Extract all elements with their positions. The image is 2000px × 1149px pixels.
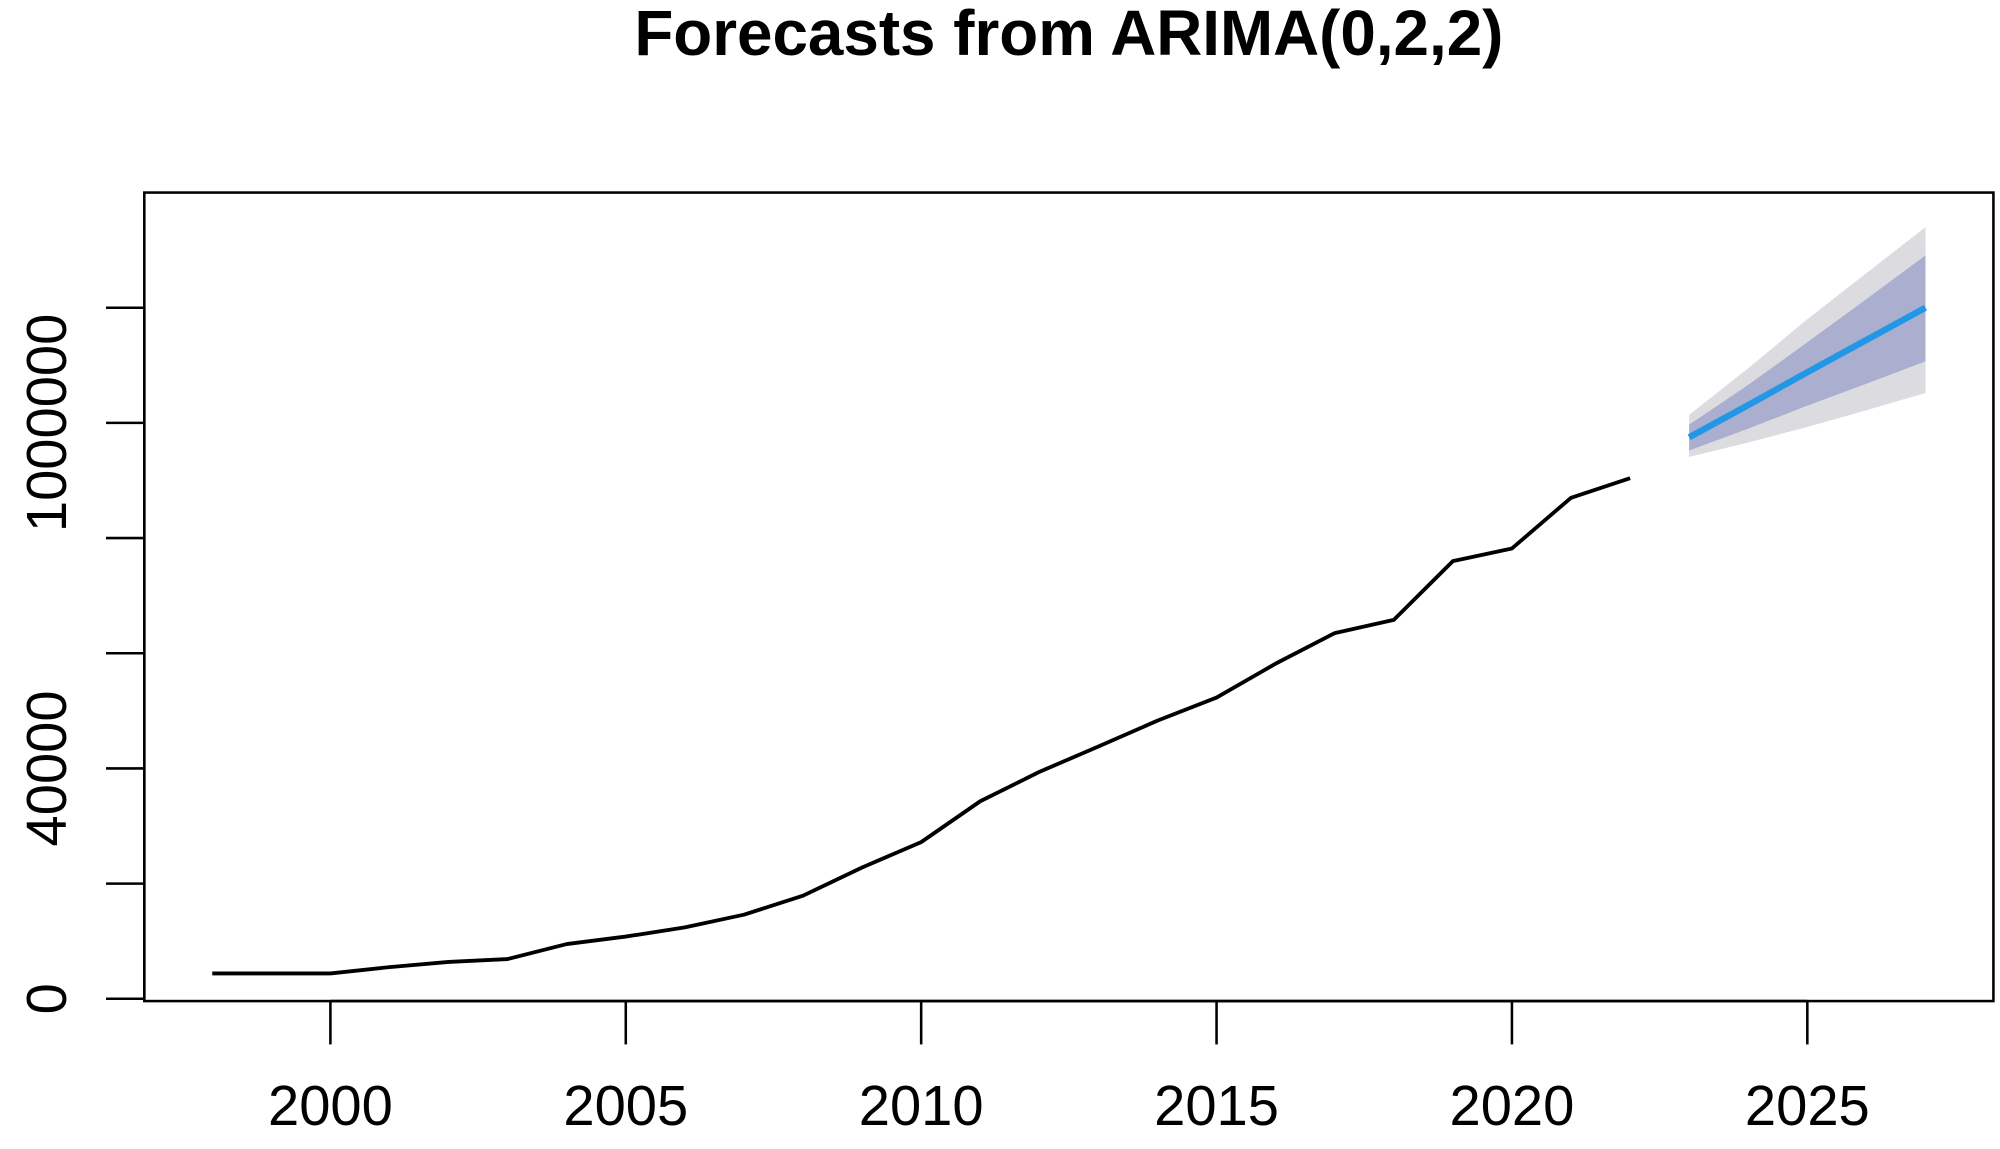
- y-tick-label: 1000000: [15, 314, 78, 532]
- x-tick-label: 2005: [563, 1074, 688, 1137]
- x-tick-label: 2025: [1745, 1074, 1870, 1137]
- series-line: [1687, 304, 1928, 441]
- plot-frame: [143, 191, 1995, 1003]
- y-tick-label: 40000: [15, 690, 78, 846]
- x-tick-label: 2000: [268, 1074, 393, 1137]
- x-tick-label: 2010: [859, 1074, 984, 1137]
- x-tick-label: 2015: [1154, 1074, 1279, 1137]
- y-tick-label: 0: [15, 983, 78, 1014]
- x-tick-label: 2020: [1450, 1074, 1575, 1137]
- chart-title: Forecasts from ARIMA(0,2,2): [634, 0, 1503, 69]
- series-line: [212, 476, 1631, 976]
